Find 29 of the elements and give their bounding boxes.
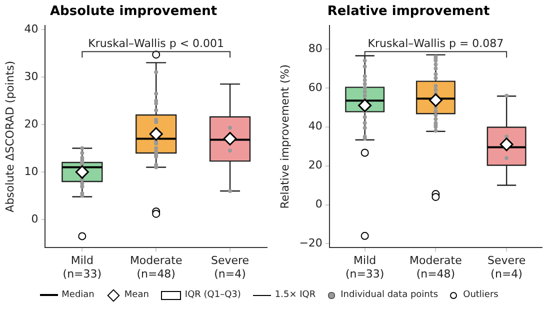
y-tick-label: 0 [31,212,38,226]
text: IQR (Q1–Q3) [184,290,241,300]
x-tick-label: Moderate (n=48) [130,254,182,280]
legend-label: Individual data points [340,290,438,300]
y-axis-title: Absolute ΔSCORAD (points) [3,60,16,212]
x-tick-label: Mild (n=33) [62,254,102,280]
text: Mean [124,290,149,300]
x-tick-label: Severe (n=4) [488,254,526,280]
y-tick-label: 60 [308,80,322,94]
y-tick-label: 10 [24,164,38,178]
x-tick-label: Mild (n=33) [345,254,384,280]
x-tick-label: Severe (n=4) [210,254,250,280]
x-tick-label: Moderate (n=48) [410,254,462,280]
text: Outliers [463,290,498,300]
chart-title: Relative improvement [327,4,490,20]
y-tick-label: 30 [24,70,38,83]
y-tick-label: −20 [299,236,322,250]
y-axis-title: Relative improvement (%) [278,64,292,209]
text: Median [62,290,94,300]
chart-title: Absolute improvement [50,4,218,20]
annotation: Kruskal–Wallis p < 0.001 [88,36,224,50]
text: 1.5× IQR [274,290,316,300]
y-tick-label: 20 [308,158,322,172]
y-tick-label: 40 [24,22,38,36]
y-tick-label: 80 [308,42,322,55]
y-tick-label: 40 [308,120,322,133]
y-tick-label: 0 [315,198,322,211]
y-tick-label: 20 [24,117,38,130]
annotation: Kruskal–Wallis p = 0.087 [368,36,504,50]
